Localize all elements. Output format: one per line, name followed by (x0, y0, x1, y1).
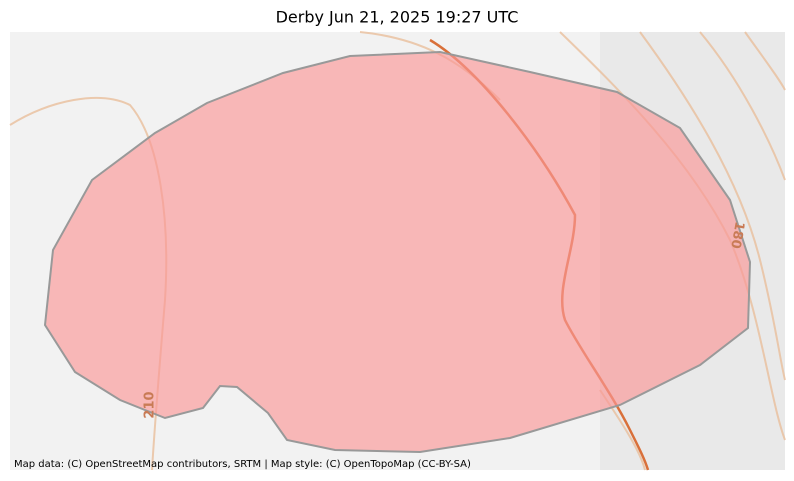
coverage-area (43, 50, 752, 454)
contour-line (699, 31, 786, 181)
map-area: 210 180 Map data: (C) OpenStreetMap cont… (9, 31, 786, 471)
contour-line (639, 31, 786, 381)
map-title: Derby Jun 21, 2025 19:27 UTC (276, 8, 519, 27)
attribution: Map data: (C) OpenStreetMap contributors… (14, 459, 471, 470)
contour-label: 210 (143, 391, 158, 418)
contour-line (744, 31, 786, 91)
contour-label: 180 (727, 220, 746, 249)
